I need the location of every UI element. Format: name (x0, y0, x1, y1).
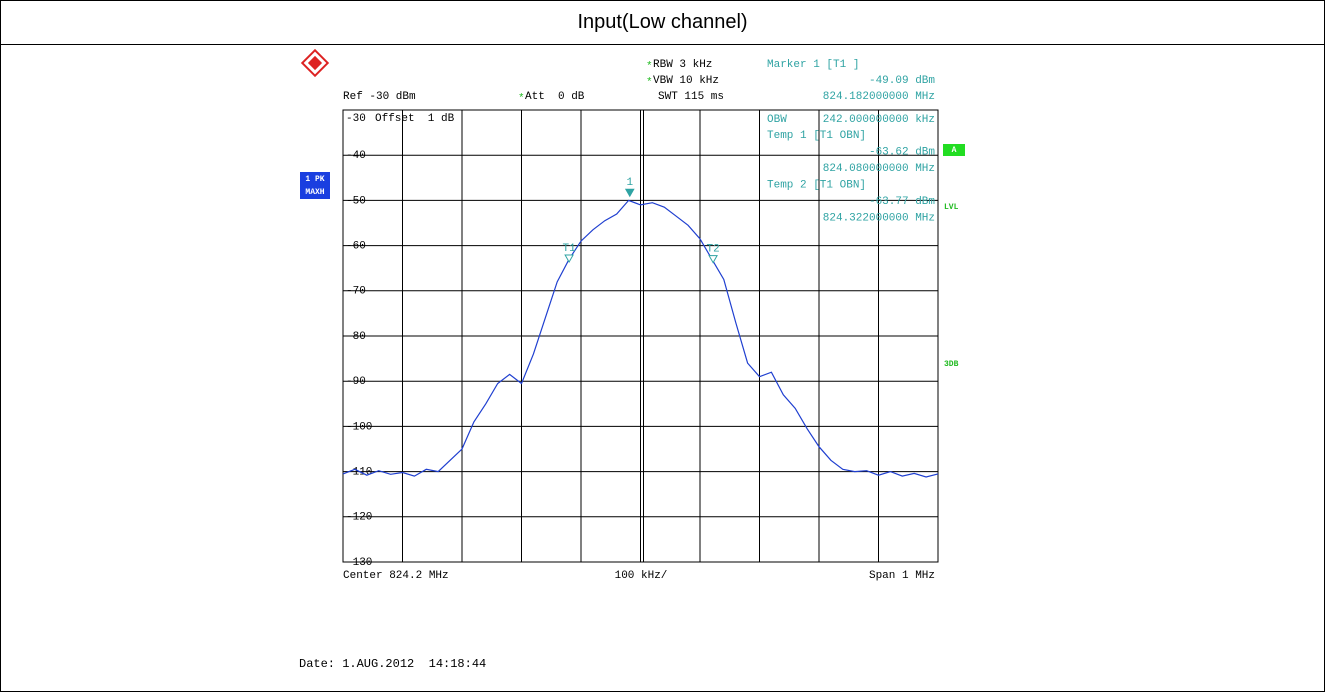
y-tick-label: -110 (346, 467, 372, 479)
marker-label: 1 (626, 177, 633, 189)
offset: Offset 1 dB (375, 113, 455, 125)
swt: SWT 115 ms (658, 91, 724, 103)
star: * (646, 77, 653, 89)
center: Center 824.2 MHz (343, 570, 449, 582)
date: Date: 1.AUG.2012 14:18:44 (299, 657, 486, 671)
vbw: VBW 10 kHz (653, 75, 719, 87)
db3: 3DB (944, 360, 959, 369)
lvl: LVL (944, 203, 959, 212)
obw-info: OBW (767, 114, 787, 126)
marker-label: T1 (562, 243, 576, 255)
marker-label: T2 (706, 244, 719, 256)
trace-badge-text: 1 PK (305, 175, 324, 184)
marker-info: Marker 1 [T1 ] (767, 59, 859, 71)
marker-info: 824.182000000 MHz (823, 91, 935, 103)
div: 100 kHz/ (615, 570, 668, 582)
obw-info: 242.000000000 kHz (823, 114, 935, 126)
y-tick-label: -80 (346, 331, 366, 343)
y-tick-label: -70 (346, 286, 366, 298)
obw-info: 824.322000000 MHz (823, 212, 935, 224)
y-tick-label: -130 (346, 557, 372, 569)
marker-info: -49.09 dBm (869, 75, 935, 87)
obw-info: 824.080000000 MHz (823, 163, 935, 175)
trace (342, 199, 939, 478)
marker (624, 188, 635, 198)
y-tick-label: -50 (346, 195, 366, 207)
ref: Ref -30 dBm (343, 91, 416, 103)
y-tick-label: -120 (346, 512, 372, 524)
obw-info: Temp 2 [T1 OBN] (767, 179, 866, 191)
y-tick-label: -90 (346, 376, 366, 388)
obw-info: Temp 1 [T1 OBN] (767, 130, 866, 142)
star: * (646, 61, 653, 73)
y-tick-label: -40 (346, 150, 366, 162)
rbw: RBW 3 kHz (653, 59, 712, 71)
y-tick-label: -60 (346, 241, 366, 253)
y-tick-label: -100 (346, 421, 372, 433)
trace-badge-text: MAXH (305, 188, 324, 197)
marker (564, 254, 574, 263)
trace-badge (300, 172, 330, 199)
page-title: Input(Low channel) (1, 1, 1324, 45)
y-tick-label: -30 (346, 113, 366, 125)
obw-info: -63.62 dBm (869, 146, 935, 158)
star: * (518, 93, 525, 105)
att: Att 0 dB (525, 91, 585, 103)
span: Span 1 MHz (869, 570, 935, 582)
marker (708, 255, 718, 264)
logo (300, 48, 330, 78)
a-badge-text: A (952, 146, 957, 155)
a-badge (943, 144, 965, 156)
obw-info: -63.77 dBm (869, 196, 935, 208)
